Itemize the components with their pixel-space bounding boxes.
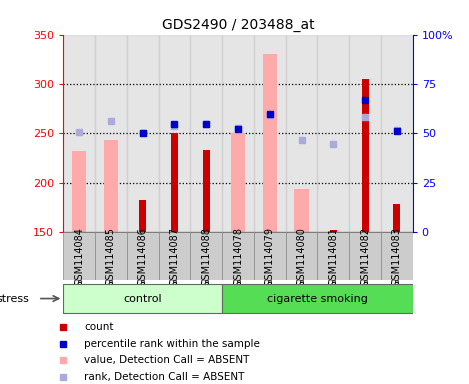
Bar [171, 134, 178, 232]
Text: GSM114087: GSM114087 [169, 227, 180, 286]
Bar [127, 232, 159, 280]
Bar [63, 284, 222, 313]
Bar [63, 35, 95, 232]
Bar [190, 232, 222, 280]
Bar [254, 232, 286, 280]
Text: GSM114080: GSM114080 [296, 227, 307, 286]
Bar [362, 79, 369, 232]
Bar [63, 232, 95, 280]
Bar [263, 55, 277, 232]
Bar [104, 141, 118, 232]
Text: control: control [123, 293, 162, 304]
Bar [222, 284, 413, 313]
Text: GSM114086: GSM114086 [138, 227, 148, 286]
Bar [127, 35, 159, 232]
Bar [254, 35, 286, 232]
Text: GSM114081: GSM114081 [328, 227, 338, 286]
Bar [159, 232, 190, 280]
Bar [286, 232, 318, 280]
Text: GSM114078: GSM114078 [233, 227, 243, 286]
Title: GDS2490 / 203488_at: GDS2490 / 203488_at [162, 18, 314, 32]
Text: stress: stress [0, 293, 29, 304]
Text: percentile rank within the sample: percentile rank within the sample [84, 339, 260, 349]
Text: value, Detection Call = ABSENT: value, Detection Call = ABSENT [84, 356, 250, 366]
Bar [203, 150, 210, 232]
Text: rank, Detection Call = ABSENT: rank, Detection Call = ABSENT [84, 372, 244, 382]
Bar [95, 35, 127, 232]
Bar [349, 35, 381, 232]
Text: cigarette smoking: cigarette smoking [267, 293, 368, 304]
Bar [295, 189, 309, 232]
Bar [95, 232, 127, 280]
Bar [330, 230, 337, 232]
Bar [159, 35, 190, 232]
Bar [381, 232, 413, 280]
Text: count: count [84, 322, 113, 332]
Bar [286, 35, 318, 232]
Text: GSM114085: GSM114085 [106, 227, 116, 286]
Bar [190, 35, 222, 232]
Bar [318, 35, 349, 232]
Bar [381, 35, 413, 232]
Bar [318, 232, 349, 280]
Text: GSM114079: GSM114079 [265, 227, 275, 286]
Bar [139, 200, 146, 232]
Text: GSM114088: GSM114088 [201, 227, 211, 286]
Bar [231, 134, 245, 232]
Text: GSM114084: GSM114084 [74, 227, 84, 286]
Bar [72, 151, 86, 232]
Bar [349, 232, 381, 280]
Bar [393, 204, 401, 232]
Text: GSM114082: GSM114082 [360, 227, 370, 286]
Bar [222, 35, 254, 232]
Text: GSM114083: GSM114083 [392, 227, 402, 286]
Bar [222, 232, 254, 280]
